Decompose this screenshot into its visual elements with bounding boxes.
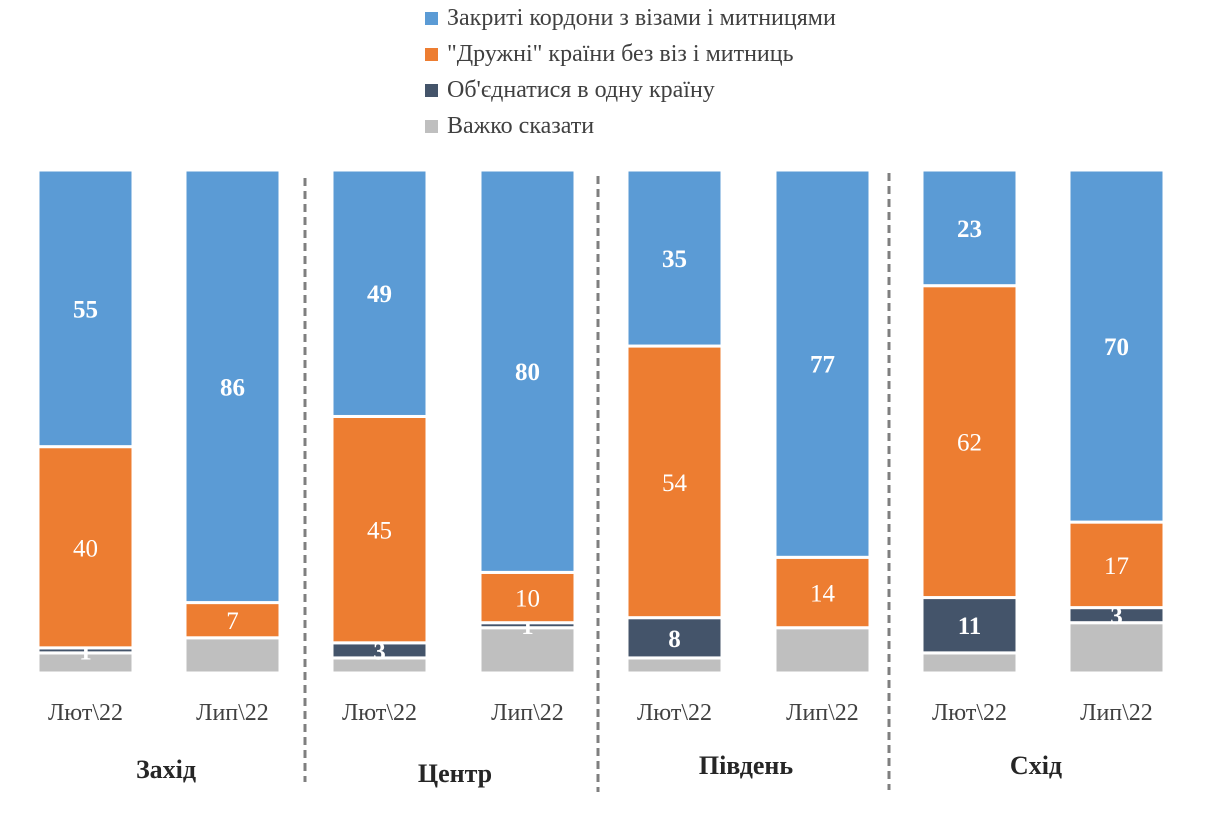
legend-swatch [425, 83, 438, 97]
bar-segment [330, 168, 429, 418]
bar-segment [625, 656, 724, 675]
data-label: 11 [958, 613, 982, 640]
bar-segment [773, 626, 872, 675]
x-tick-label: Лип\22 [196, 700, 269, 726]
data-label: 23 [957, 216, 982, 243]
data-label: 77 [810, 352, 835, 379]
bar-segment [478, 168, 577, 574]
data-label: 3 [1110, 603, 1123, 630]
legend-label: Закриті кордони з візами і митницями [447, 4, 836, 31]
x-tick-label: Лют\22 [48, 700, 123, 726]
data-label: 10 [515, 586, 540, 613]
legend-item: "Дружні" країни без віз і митниць [425, 36, 836, 72]
data-label: 14 [810, 581, 836, 608]
data-label: 7 [226, 608, 239, 635]
bar-segment [1067, 520, 1166, 610]
data-label: 45 [367, 518, 392, 545]
bar-segment [920, 284, 1019, 600]
legend: Закриті кордони з візами і митницями "Дру… [425, 0, 836, 144]
bar-segment [478, 626, 577, 675]
x-tick-label: Лют\22 [637, 700, 712, 726]
data-label: 3 [373, 638, 386, 665]
data-label: 8 [668, 626, 681, 653]
x-tick-label: Лип\22 [491, 700, 564, 726]
bar-segment [625, 344, 724, 620]
legend-label: "Дружні" країни без віз і митниць [447, 40, 794, 67]
x-tick-label: Лют\22 [342, 700, 417, 726]
bar-segment [1067, 621, 1166, 675]
group-label: Південь [699, 751, 794, 780]
group-label: Схід [1010, 751, 1062, 780]
legend-item: Закриті кордони з візами і митницями [425, 0, 836, 36]
data-label: 17 [1104, 553, 1129, 580]
data-label: 49 [367, 281, 392, 308]
data-label: 40 [73, 535, 98, 562]
legend-item: Важко сказати [425, 108, 836, 144]
bar-segment [625, 616, 724, 660]
legend-swatch [425, 119, 438, 133]
bar-segment [183, 636, 282, 675]
legend-swatch [425, 47, 438, 61]
data-label: 55 [73, 296, 98, 323]
data-label: 54 [662, 470, 688, 497]
bar-segment [625, 168, 724, 348]
x-tick-label: Лип\22 [1080, 700, 1153, 726]
bar-segment [773, 168, 872, 559]
legend-label: Важко сказати [447, 112, 595, 139]
bar-segment [920, 168, 1019, 288]
bar-segment [330, 414, 429, 645]
data-label: 70 [1104, 334, 1129, 361]
data-label: 80 [515, 359, 540, 386]
group-label: Захід [136, 755, 196, 784]
x-tick-label: Лют\22 [932, 700, 1007, 726]
bar-segment [183, 601, 282, 640]
data-label: 86 [220, 374, 245, 401]
bar-segment [920, 651, 1019, 675]
bar-segment [183, 168, 282, 605]
legend-label: Об'єднатися в одну країну [447, 76, 715, 103]
bar-segment [36, 168, 135, 449]
bar-segment [1067, 168, 1166, 524]
data-label: 35 [662, 246, 687, 273]
x-tick-label: Лип\22 [786, 700, 859, 726]
group-label: Центр [418, 759, 492, 788]
legend-item: Об'єднатися в одну країну [425, 72, 836, 108]
legend-swatch [425, 11, 438, 25]
data-label: 62 [957, 430, 982, 457]
